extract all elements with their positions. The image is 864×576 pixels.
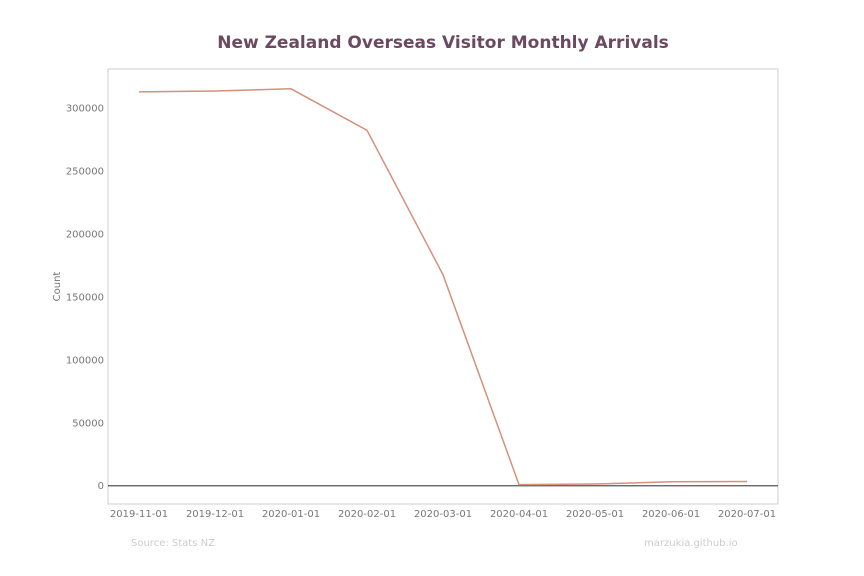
- y-tick-label: 150000: [66, 292, 104, 303]
- y-tick-label: 200000: [66, 229, 104, 240]
- y-tick-label: 50000: [72, 418, 104, 429]
- x-tick-label: 2020-06-01: [642, 509, 700, 520]
- x-tick-label: 2020-03-01: [414, 509, 472, 520]
- y-axis-ticks: 0 50000 100000 150000 200000 250000 300000: [66, 104, 104, 493]
- y-tick-label: 0: [98, 481, 104, 492]
- plot-frame: [107, 68, 779, 505]
- x-tick-label: 2020-07-01: [718, 509, 776, 520]
- y-tick-label: 250000: [66, 166, 104, 177]
- y-tick-label: 100000: [66, 355, 104, 366]
- x-tick-label: 2020-05-01: [566, 509, 624, 520]
- x-tick-label: 2020-04-01: [490, 509, 548, 520]
- x-axis-ticks: 2019-11-01 2019-12-01 2020-01-01 2020-02-01…: [110, 509, 776, 520]
- series-line: [138, 88, 748, 486]
- y-axis-label: Count: [52, 272, 63, 302]
- source-note: Source: Stats NZ: [131, 538, 215, 549]
- credit-note: marzukia.github.io: [644, 538, 738, 549]
- x-tick-label: 2019-12-01: [186, 509, 244, 520]
- x-tick-label: 2019-11-01: [110, 509, 168, 520]
- y-tick-label: 300000: [66, 104, 104, 115]
- x-tick-label: 2020-01-01: [262, 509, 320, 520]
- series-points: [138, 88, 748, 485]
- chart-title: New Zealand Overseas Visitor Monthly Arr…: [217, 33, 669, 53]
- x-tick-label: 2020-02-01: [338, 509, 396, 520]
